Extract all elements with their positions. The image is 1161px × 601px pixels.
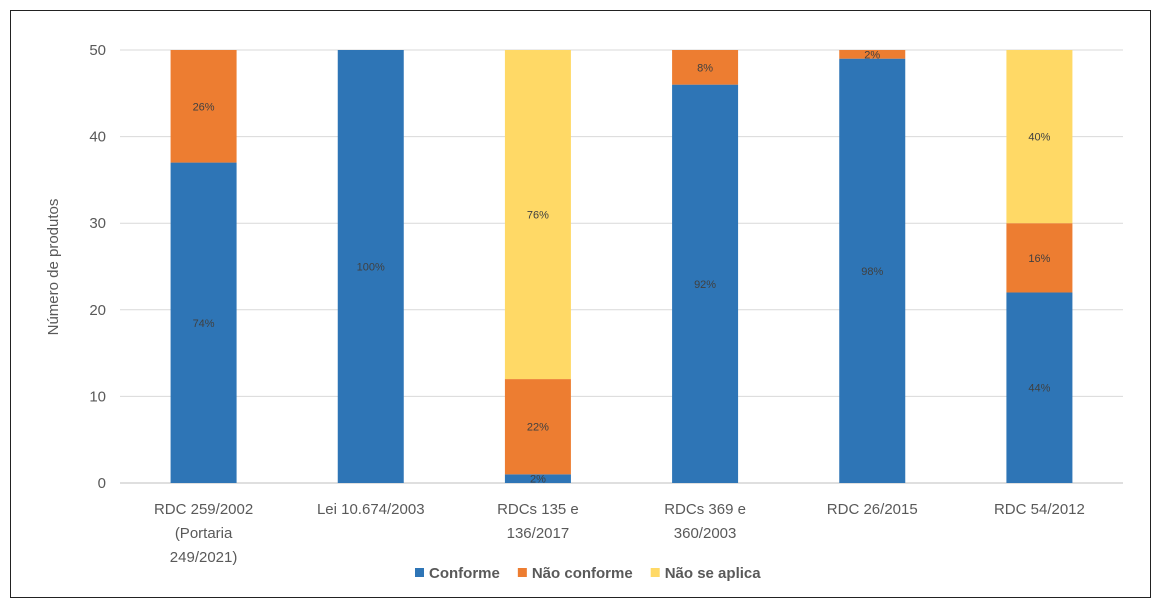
data-label: 2% [864,49,880,61]
data-label: 92% [694,279,716,291]
legend-swatch [415,568,424,577]
bar-segment [839,50,906,59]
bar-segment [1006,50,1073,224]
bar-segment [839,58,906,483]
bar-segment [672,84,739,483]
x-tick-label: RDCs 135 e [497,501,579,518]
data-label: 98% [861,266,883,278]
x-tick-label: RDCs 369 e [664,501,746,518]
y-axis-label: Número de produtos [45,199,62,336]
bar-segment [672,50,739,85]
data-label: 8% [697,62,713,74]
data-label: 40% [1028,132,1050,144]
legend-swatch [517,568,527,577]
bar-segment [1006,223,1073,293]
bar-segment [504,474,571,483]
y-tick-label: 50 [89,42,106,59]
bar-segment [170,162,237,483]
data-label: 16% [1028,253,1050,265]
y-tick-label: 10 [89,388,106,405]
x-tick-label: Lei 10.674/2003 [317,501,425,518]
legend-label: Não conforme [532,565,633,582]
x-tick-label: RDC 259/2002 [154,501,253,518]
data-label: 100% [357,262,385,274]
data-label: 76% [527,210,549,222]
data-label: 26% [193,101,215,113]
x-tick-label: (Portaria [175,525,233,542]
x-tick-label: 360/2003 [674,525,737,542]
bar-segment [504,50,571,380]
y-tick-label: 0 [98,475,106,492]
bar-segment [170,50,237,163]
y-tick-label: 40 [89,129,106,146]
x-tick-label: RDC 54/2012 [994,501,1085,518]
data-label: 44% [1028,383,1050,395]
legend-swatch [650,568,660,577]
legend-label: Conforme [429,565,500,582]
y-tick-label: 30 [89,215,106,232]
data-label: 2% [530,474,546,486]
data-label: 74% [193,318,215,330]
y-tick-label: 20 [89,302,106,319]
data-label: 22% [527,422,549,434]
bar-segment [337,50,404,483]
bar-segment [1006,292,1073,483]
x-tick-label: 136/2017 [507,525,570,542]
legend-label: Não se aplica [665,565,762,582]
x-tick-label: 249/2021) [170,549,238,566]
bar-segment [504,379,571,475]
x-tick-label: RDC 26/2015 [827,501,918,518]
